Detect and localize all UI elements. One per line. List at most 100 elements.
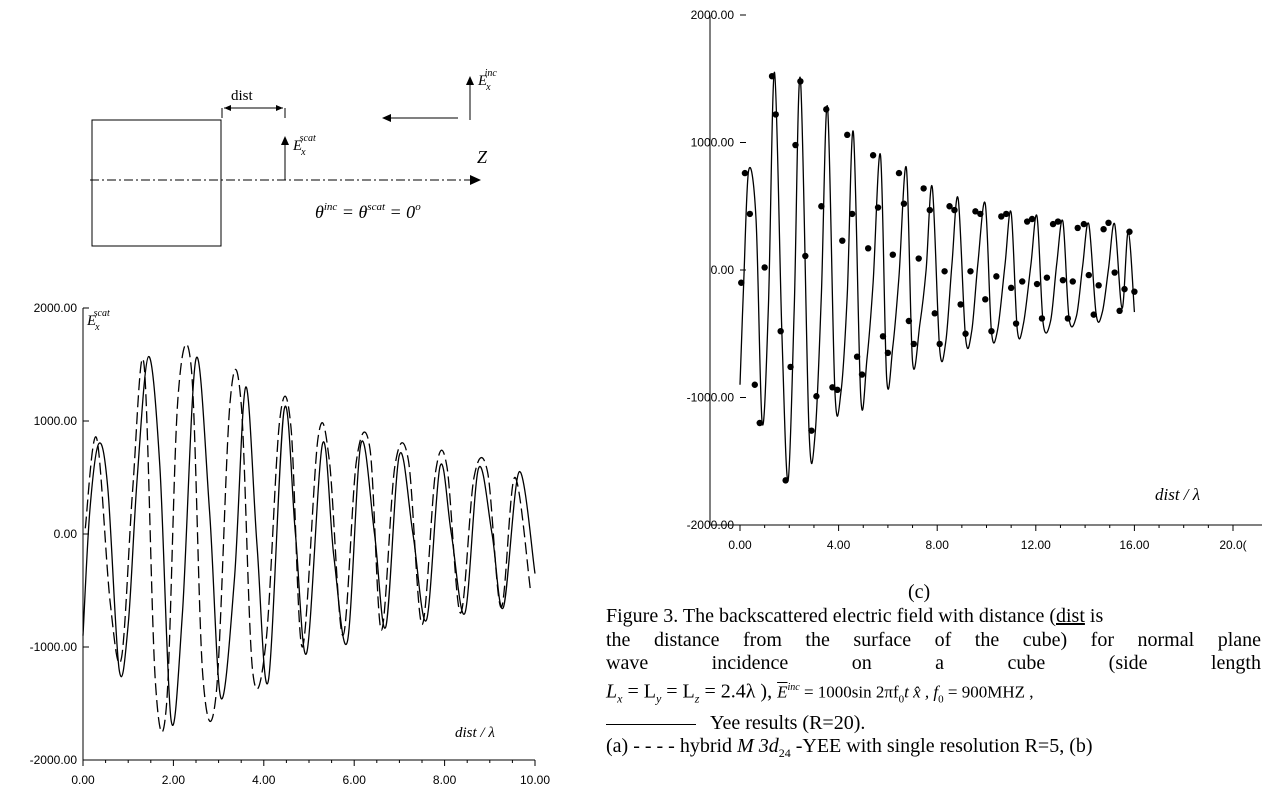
right-data-point xyxy=(756,419,763,427)
caption-word: on xyxy=(851,652,872,674)
e-inc-label: Exinc xyxy=(477,68,497,93)
right-data-point xyxy=(1111,269,1118,276)
caption-line-4: Lx = Ly = Lz = 2.4λ ), Einc = 1000sin 2π… xyxy=(606,680,1034,706)
right-data-point xyxy=(772,111,779,118)
left-y-tick-label: 0.00 xyxy=(54,527,78,541)
right-y-tick-label: -1000.00 xyxy=(687,391,735,405)
left-y-axis-label: Exscat xyxy=(86,308,110,333)
right-data-point xyxy=(1080,220,1088,228)
right-data-point xyxy=(967,268,974,275)
caption-word: a xyxy=(935,652,945,674)
right-data-point xyxy=(879,333,887,340)
right-data-point xyxy=(993,273,1000,280)
right-data-point xyxy=(915,255,922,262)
right-data-point xyxy=(889,251,897,258)
right-data-point xyxy=(1085,271,1092,279)
right-data-point xyxy=(1064,315,1072,322)
right-data-point xyxy=(792,141,799,149)
right-data-point xyxy=(951,206,958,214)
right-data-point xyxy=(962,330,969,337)
right-data-point xyxy=(905,317,913,325)
right-data-point xyxy=(1019,278,1026,285)
right-series-solid-with-points xyxy=(739,71,1136,482)
right-data-point xyxy=(1100,226,1107,233)
right-data-point xyxy=(1054,218,1062,225)
right-data-point xyxy=(1121,285,1128,293)
left-x-tick-label: 4.00 xyxy=(252,773,276,787)
right-data-point xyxy=(746,210,754,218)
geometry-diagram: dist Exscat Exinc Z θinc = θscat = 0o xyxy=(90,68,497,247)
right-data-point xyxy=(782,477,789,484)
right-data-point xyxy=(802,252,809,260)
left-chart: 2000.00 1000.00 0.00 -1000.00 -2000.00 0.00 2.… xyxy=(30,301,551,787)
figure-caption: Figure 3. The backscattered electric fie… xyxy=(606,605,1261,766)
right-data-point xyxy=(1095,282,1102,289)
right-data-point xyxy=(1090,311,1097,318)
right-y-tick-label: 2000.00 xyxy=(691,8,735,22)
right-data-point xyxy=(998,213,1005,220)
caption-word: cube xyxy=(1007,652,1046,674)
dist-label: dist xyxy=(231,88,254,104)
right-x-axis-label: dist / λ xyxy=(1155,485,1200,504)
right-data-point xyxy=(988,328,995,335)
right-data-point xyxy=(797,78,804,85)
z-axis-label: Z xyxy=(477,147,488,167)
right-data-point xyxy=(738,279,745,286)
right-x-tick-label: 4.00 xyxy=(827,538,851,552)
right-data-point xyxy=(834,386,841,394)
right-data-point xyxy=(1105,219,1112,227)
left-series-dashed xyxy=(84,343,532,733)
right-data-point xyxy=(900,200,908,207)
right-data-point xyxy=(926,206,934,214)
right-data-point xyxy=(839,237,846,244)
panel-label: (c) xyxy=(908,581,931,603)
right-data-point xyxy=(972,208,979,215)
right-data-point xyxy=(1028,215,1036,223)
left-y-tick-label: 1000.00 xyxy=(34,414,78,428)
e-scat-label: Exscat xyxy=(292,133,316,158)
right-data-point xyxy=(895,169,903,177)
right-data-point xyxy=(874,204,882,211)
right-data-point xyxy=(1074,224,1081,232)
right-chart: 2000.00 1000.00 0.00 -1000.00 -2000.00 0.00 4.… xyxy=(687,8,1262,552)
caption-word: length xyxy=(1211,652,1261,674)
right-data-point xyxy=(946,203,953,210)
right-x-tick-label: 0.00 xyxy=(728,538,752,552)
right-x-tick-label: 12.00 xyxy=(1021,538,1051,552)
right-data-point xyxy=(761,264,768,271)
right-y-tick-label: 1000.00 xyxy=(691,136,735,150)
right-y-tick-label: -2000.00 xyxy=(687,518,735,532)
right-data-point xyxy=(853,353,861,360)
caption-line-2: the distance from the surface of the cub… xyxy=(606,628,1261,651)
right-data-point xyxy=(1033,280,1041,288)
right-data-point xyxy=(869,152,877,159)
caption-line-1: Figure 3. The backscattered electric fie… xyxy=(606,605,1104,627)
left-x-tick-label: 0.00 xyxy=(71,773,95,787)
right-data-point xyxy=(751,381,758,388)
right-data-point xyxy=(931,310,938,317)
right-data-point xyxy=(957,301,964,308)
right-data-point xyxy=(787,363,794,371)
solid-line-legend-swatch xyxy=(606,723,696,725)
left-series-solid xyxy=(82,355,536,726)
left-x-tick-label: 6.00 xyxy=(343,773,367,787)
caption-line-6: (a) - - - - hybrid M 3d24 -YEE with sing… xyxy=(606,735,1093,761)
cube-outline xyxy=(91,119,222,247)
left-x-tick-label: 8.00 xyxy=(433,773,457,787)
z-axis-arrowhead xyxy=(470,175,481,185)
right-data-point xyxy=(1038,315,1046,322)
right-data-point xyxy=(1023,218,1031,225)
right-data-point xyxy=(1043,274,1051,281)
left-x-tick-label: 2.00 xyxy=(162,773,186,787)
right-x-tick-label: 16.00 xyxy=(1119,538,1149,552)
right-y-tick-label: 0.00 xyxy=(711,263,735,277)
left-x-axis-label: dist / λ xyxy=(455,725,495,741)
right-data-point xyxy=(829,384,836,391)
caption-line-5: Yee results (R=20). xyxy=(606,712,1261,736)
left-x-tick-label: 10.00 xyxy=(520,773,550,787)
caption-line-3: wave incidence on a cube (side length xyxy=(606,652,1261,676)
right-data-point xyxy=(777,328,784,335)
right-data-point xyxy=(1049,220,1057,228)
right-data-point xyxy=(741,169,749,177)
